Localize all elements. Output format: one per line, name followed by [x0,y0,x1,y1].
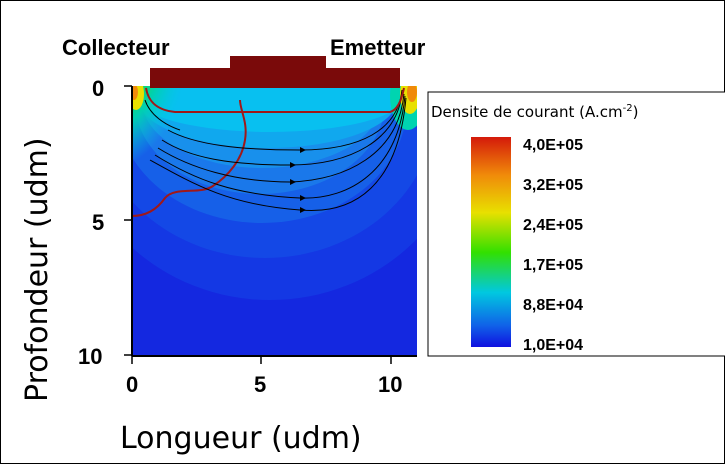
colorbar-labels: 4,0E+05 3,2E+05 2,4E+05 1,7E+05 8,8E+04 1,0E+… [523,137,583,354]
colorbar-label: 1,7E+05 [523,257,583,274]
xtick-0: 0 [126,372,138,397]
ytick-5: 5 [92,210,104,235]
depletion-edge-left [145,87,405,113]
colorbar-label: 1,0E+04 [523,337,583,354]
colorbar-label: 4,0E+05 [523,137,583,154]
colorbar-label: 8,8E+04 [523,297,583,314]
colorbar-gradient [471,137,511,347]
ticks [124,85,392,364]
ytick-10: 10 [78,344,102,369]
collector-label: Collecteur [62,35,170,60]
xtick-5: 5 [254,372,266,397]
junction-curve [131,99,247,217]
colorbar-title-sup: -2 [623,103,633,114]
colorbar-title-main: Densite de courant (A.cm [431,103,623,121]
y-axis-label: Profondeur (udm) [20,137,55,402]
colorbar-title: Densite de courant (A.cm-2) [431,103,638,121]
ytick-0: 0 [92,76,104,101]
emitter-label: Emetteur [330,35,426,60]
contact-metal [150,56,400,88]
xtick-10: 10 [378,372,402,397]
axes [131,86,417,357]
colorbar-title-end: ) [633,103,639,121]
colorbar-label: 3,2E+05 [523,177,583,194]
colorbar-label: 2,4E+05 [523,217,583,234]
streamline-arrows [290,147,306,213]
x-axis-label: Longueur (udm) [120,421,362,456]
